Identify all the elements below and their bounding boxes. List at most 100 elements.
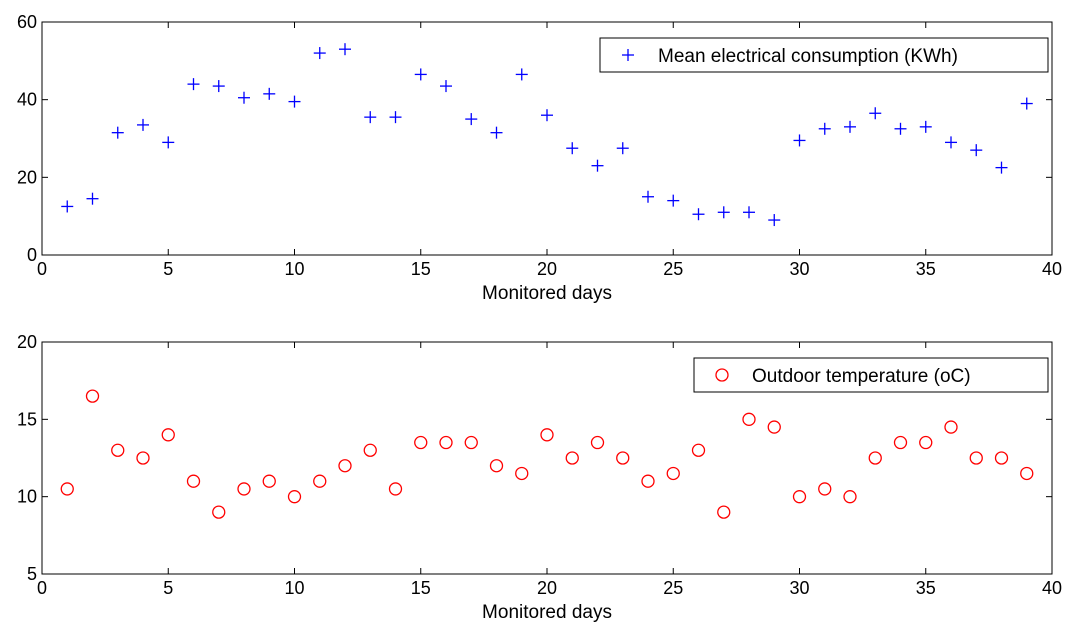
data-point bbox=[414, 435, 428, 450]
data-point bbox=[768, 214, 781, 227]
data-point bbox=[767, 420, 781, 434]
data-point bbox=[994, 451, 1009, 465]
data-point bbox=[338, 459, 352, 473]
x-tick-label: 10 bbox=[284, 578, 304, 598]
data-point bbox=[440, 80, 452, 93]
x-axis-title: Monitored days bbox=[482, 602, 612, 623]
data-point bbox=[439, 435, 453, 450]
y-tick-label: 40 bbox=[17, 90, 37, 110]
legend: Outdoor temperature (oC) bbox=[693, 357, 1049, 393]
data-point bbox=[792, 490, 807, 504]
data-point bbox=[1020, 466, 1034, 481]
data-point bbox=[388, 482, 403, 496]
data-point bbox=[187, 78, 200, 91]
data-point bbox=[666, 466, 680, 481]
data-point bbox=[263, 87, 276, 100]
x-tick-label: 15 bbox=[411, 259, 431, 279]
data-point bbox=[969, 451, 983, 465]
data-point bbox=[288, 95, 301, 108]
y-tick-label: 10 bbox=[17, 487, 37, 507]
data-point bbox=[186, 474, 201, 488]
data-point bbox=[844, 120, 856, 133]
x-tick-label: 25 bbox=[663, 259, 683, 279]
data-point bbox=[995, 161, 1008, 174]
data-point bbox=[364, 111, 377, 124]
data-point bbox=[414, 68, 427, 81]
data-point bbox=[489, 459, 504, 473]
x-tick-label: 5 bbox=[163, 259, 173, 279]
data-point bbox=[212, 505, 226, 519]
data-point bbox=[389, 111, 402, 124]
data-point bbox=[590, 435, 605, 450]
data-point bbox=[339, 43, 351, 56]
data-point bbox=[843, 490, 857, 504]
data-point bbox=[540, 428, 554, 442]
data-point bbox=[490, 126, 503, 139]
x-tick-label: 5 bbox=[163, 578, 173, 598]
data-point bbox=[86, 192, 99, 205]
data-point bbox=[60, 482, 74, 496]
legend-box bbox=[599, 37, 1049, 73]
x-tick-label: 0 bbox=[37, 578, 47, 598]
legend-marker bbox=[622, 49, 634, 61]
y-tick-label: 20 bbox=[17, 332, 37, 352]
data-point bbox=[61, 200, 74, 213]
data-point bbox=[691, 443, 706, 457]
data-point bbox=[287, 490, 302, 504]
x-tick-label: 40 bbox=[1042, 578, 1062, 598]
x-tick-label: 15 bbox=[411, 578, 431, 598]
y-tick-label: 0 bbox=[27, 245, 37, 265]
x-tick-label: 20 bbox=[537, 259, 557, 279]
legend: Mean electrical consumption (KWh) bbox=[599, 37, 1049, 73]
data-point bbox=[742, 412, 756, 426]
data-point bbox=[515, 466, 529, 481]
x-tick-label: 0 bbox=[37, 259, 47, 279]
x-tick-label: 25 bbox=[663, 578, 683, 598]
data-point bbox=[363, 443, 377, 457]
legend-label: Outdoor temperature (oC) bbox=[752, 366, 971, 387]
x-tick-label: 30 bbox=[789, 578, 809, 598]
data-point bbox=[919, 120, 932, 133]
x-axis-title: Monitored days bbox=[482, 283, 612, 304]
x-tick-label: 20 bbox=[537, 578, 557, 598]
data-point bbox=[85, 389, 100, 403]
data-point bbox=[692, 208, 705, 221]
data-point bbox=[893, 435, 908, 450]
data-point bbox=[313, 47, 326, 60]
y-tick-label: 20 bbox=[17, 167, 37, 187]
data-point bbox=[919, 435, 933, 450]
data-point bbox=[869, 107, 882, 120]
data-point bbox=[237, 482, 251, 496]
data-point bbox=[565, 451, 579, 465]
data-point bbox=[465, 113, 478, 126]
data-point bbox=[717, 505, 731, 519]
y-tick-label: 5 bbox=[27, 564, 37, 584]
data-point bbox=[515, 68, 528, 81]
data-point bbox=[641, 474, 655, 488]
x-tick-label: 40 bbox=[1042, 259, 1062, 279]
data-point bbox=[136, 451, 150, 465]
y-tick-label: 60 bbox=[17, 12, 37, 32]
data-point bbox=[868, 451, 882, 465]
x-tick-label: 30 bbox=[789, 259, 809, 279]
data-point bbox=[137, 118, 149, 131]
data-point bbox=[945, 136, 957, 149]
data-point bbox=[616, 142, 629, 155]
data-point bbox=[667, 194, 680, 207]
legend-label: Mean electrical consumption (KWh) bbox=[658, 46, 958, 67]
series-1 bbox=[61, 43, 1033, 227]
series-1 bbox=[60, 389, 1034, 519]
data-point bbox=[717, 206, 730, 219]
data-point bbox=[313, 474, 327, 488]
x-tick-label: 35 bbox=[916, 578, 936, 598]
data-point bbox=[111, 126, 124, 139]
legend-marker bbox=[715, 368, 729, 382]
data-point bbox=[566, 142, 579, 155]
data-point bbox=[818, 482, 832, 496]
data-point bbox=[970, 144, 983, 157]
data-point bbox=[238, 91, 250, 104]
data-point bbox=[743, 206, 755, 219]
data-point bbox=[541, 109, 553, 122]
